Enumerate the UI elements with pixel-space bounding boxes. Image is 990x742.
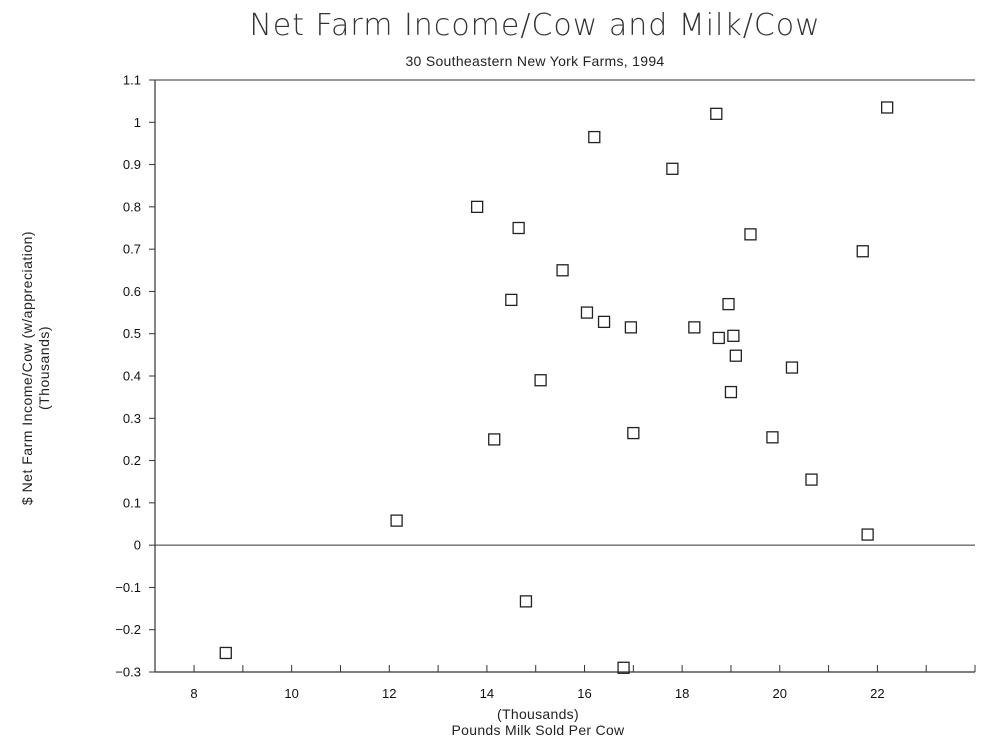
y-tick-label: −0.1: [115, 580, 141, 595]
x-tick-label: 12: [382, 686, 396, 701]
scatter-point: [712, 331, 725, 345]
y-tick-label: −0.3: [115, 665, 141, 680]
y-tick-label: 1: [134, 115, 141, 130]
scatter-point: [666, 162, 679, 175]
scatter-point: [856, 245, 869, 258]
scatter-point: [880, 101, 894, 114]
x-tick-label: 10: [284, 686, 298, 701]
x-tick-label: 22: [870, 686, 884, 701]
x-tick-label: 14: [480, 686, 494, 701]
chart-title: Net Farm Income/Cow and Milk/Cow: [249, 8, 821, 43]
scatter-point: [219, 646, 232, 660]
x-tick-label: 20: [773, 686, 787, 701]
ticks-layer: −0.3 −0.2 −0.1 0 0.1 0.2 0.3 0.4 0.5 0.6 0.7 0.8 0.9…: [115, 73, 976, 701]
scatter-point: [744, 228, 757, 241]
y-tick-label: −0.2: [115, 622, 141, 637]
y-tick-label: 0.9: [123, 157, 141, 172]
scatter-point: [617, 661, 630, 674]
x-axis-label-group: (Thousands) Pounds Milk Sold Per Cow: [398, 706, 678, 738]
scatter-point: [519, 595, 533, 608]
scatter-point: [861, 528, 874, 541]
scatter-point: [729, 349, 742, 362]
scatter-point: [556, 264, 569, 277]
y-tick-label: 0.6: [123, 284, 141, 299]
y-tick-label: 0.7: [123, 242, 141, 257]
chart-subtitle: 30 Southeastern New York Farms, 1994: [405, 53, 665, 69]
scatter-point: [688, 321, 701, 334]
y-tick-label: 0.1: [123, 495, 141, 510]
points-layer: [219, 101, 894, 674]
scatter-point: [785, 361, 799, 374]
x-axis-label: Pounds Milk Sold Per Cow: [451, 722, 625, 738]
scatter-point: [710, 107, 723, 120]
y-tick-label: 0.8: [123, 199, 141, 214]
scatter-point: [722, 297, 735, 311]
scatter-point: [805, 473, 818, 486]
scatter-point: [512, 221, 525, 235]
scatter-point: [488, 433, 501, 446]
x-axis-units: (Thousands): [497, 706, 579, 722]
scatter-point: [727, 329, 740, 342]
x-tick-label: 16: [577, 686, 591, 701]
scatter-point: [390, 514, 403, 527]
scatter-point: [470, 200, 484, 214]
y-tick-label: 0.5: [123, 326, 141, 341]
y-tick-label: 1.1: [123, 73, 141, 88]
scatter-point: [597, 315, 611, 329]
axes-layer: [154, 79, 975, 673]
scatter-point: [766, 431, 779, 444]
y-tick-label: 0: [134, 538, 141, 553]
scatter-point: [624, 321, 638, 334]
scatter-point: [505, 293, 518, 307]
scatter-point: [534, 374, 547, 387]
x-tick-label: 18: [675, 686, 689, 701]
x-tick-label: 8: [190, 686, 197, 701]
scatter-point: [724, 385, 738, 399]
scatter-point: [627, 426, 640, 440]
y-tick-label: 0.2: [123, 453, 141, 468]
scatter-point: [588, 130, 601, 144]
scatter-point: [580, 306, 594, 319]
y-tick-label: 0.3: [123, 411, 141, 426]
y-tick-label: 0.4: [123, 369, 141, 384]
